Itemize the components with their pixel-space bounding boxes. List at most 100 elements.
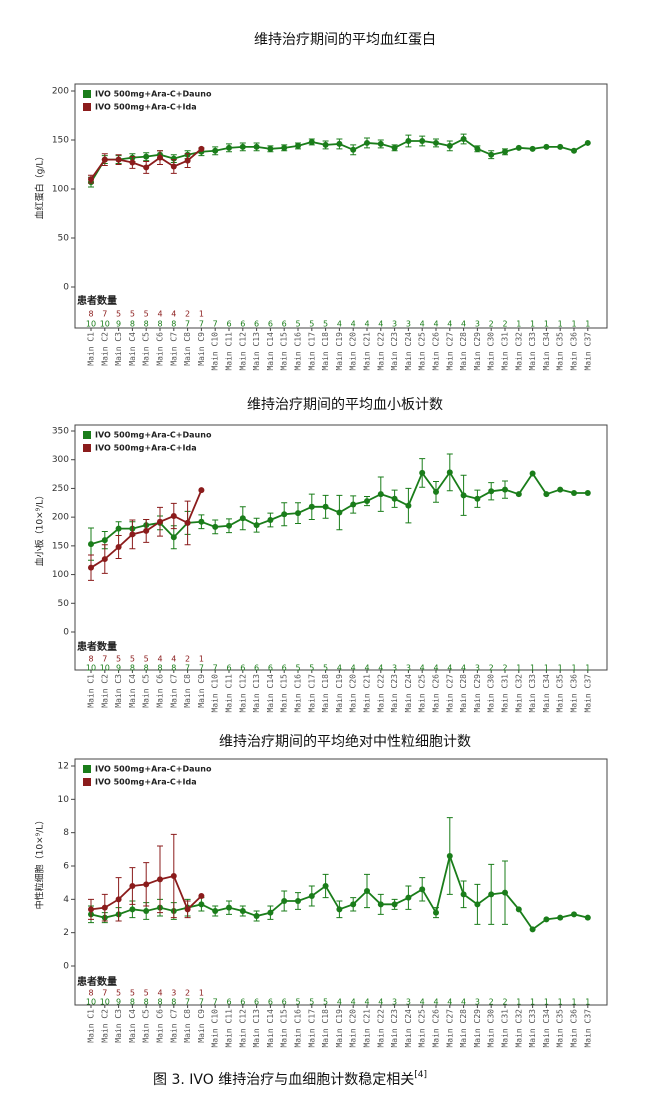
y-tick-label: 50 [58,599,70,609]
x-tick-label: Main C19 [335,332,344,371]
data-point [184,157,191,164]
patient-count: 1 [558,320,563,329]
data-point [529,926,536,933]
x-tick-label: Main C5 [142,674,151,708]
data-point [350,146,357,153]
x-tick-label: Main C29 [473,674,482,713]
x-tick-label: Main C8 [183,674,192,708]
count-label: 患者数量 [77,640,117,653]
patient-count: 6 [240,664,245,673]
data-point [433,488,439,495]
x-tick-label: Main C19 [335,1009,344,1048]
x-tick-label: Main C26 [432,674,441,713]
x-tick-label: Main C20 [349,1009,358,1048]
x-tick-label: Main C11 [225,1009,234,1048]
patient-count: 8 [144,998,149,1007]
patient-count: 2 [502,998,507,1007]
y-tick-label: 0 [63,283,69,293]
patient-count: 6 [226,998,231,1007]
data-point [239,515,246,522]
patient-count: 7 [102,655,107,664]
data-point [364,498,370,505]
x-tick-label: Main C15 [280,332,289,371]
patient-count: 7 [102,989,107,998]
plot-frame [74,424,608,671]
data-point [474,495,481,502]
y-axis-label: 血小板（10×⁹/L） [34,491,46,567]
patient-count: 4 [461,320,466,329]
patient-count: 4 [337,320,342,329]
patient-count: 4 [433,320,438,329]
x-tick-label: Main C11 [225,674,234,713]
patient-count: 3 [392,664,397,673]
x-tick-label: Main C6 [156,674,165,708]
data-point [515,144,522,151]
patient-count: 4 [364,320,369,329]
patient-count: 10 [86,664,96,673]
x-tick-label: Main C27 [445,1009,454,1048]
x-tick-label: Main C22 [376,674,385,713]
data-point [143,164,150,171]
patient-count: 2 [489,320,494,329]
legend-swatch [83,778,91,786]
patient-count: 4 [378,664,383,673]
patient-count: 7 [185,664,190,673]
x-tick-label: Main C2 [100,1009,109,1043]
data-point [529,470,536,477]
x-tick-label: Main C16 [294,332,303,371]
x-tick-label: Main C22 [376,332,385,371]
data-point [198,893,205,899]
patient-count: 7 [199,664,204,673]
patient-count: 4 [337,998,342,1007]
patient-count: 3 [392,998,397,1007]
y-tick-label: 200 [52,513,69,523]
x-tick-label: Main C32 [514,674,523,713]
y-tick-label: 300 [52,455,69,465]
y-axis-label: 血红蛋白（g/L） [34,152,46,220]
data-point [488,151,495,158]
x-tick-label: Main C3 [114,1009,123,1043]
x-tick-label: Main C24 [404,332,413,371]
patient-count: 7 [213,320,218,329]
x-tick-label: Main C17 [307,332,316,371]
x-tick-label: Main C24 [404,1009,413,1048]
legend-label: IVO 500mg+Ara-C+Dauno [95,90,212,99]
patient-count: 5 [309,664,314,673]
patient-count: 6 [226,320,231,329]
data-point [502,148,508,155]
x-tick-label: Main C9 [197,1009,206,1043]
patient-count: 1 [516,998,521,1007]
patient-count: 4 [351,998,356,1007]
patient-count: 2 [489,664,494,673]
x-tick-label: Main C28 [459,332,468,371]
x-tick-label: Main C34 [542,1009,551,1048]
count-label: 患者数量 [77,975,117,988]
patient-count: 3 [475,998,480,1007]
patient-count: 3 [475,320,480,329]
data-point [281,144,288,151]
x-tick-label: Main C14 [266,332,275,371]
data-point [281,511,288,518]
patient-count: 4 [447,320,452,329]
patient-count: 5 [323,664,328,673]
data-point [101,537,108,544]
data-point [253,913,260,919]
data-point [488,488,495,495]
data-point [115,544,122,551]
patient-count: 2 [185,310,190,319]
x-tick-label: Main C21 [363,1009,372,1048]
x-tick-label: Main C2 [100,332,109,366]
data-point [239,143,246,150]
data-point [460,492,467,499]
patient-count: 4 [461,998,466,1007]
data-point [322,883,329,889]
patient-count: 4 [157,310,162,319]
patient-count: 8 [171,664,176,673]
x-tick-label: Main C9 [197,674,206,708]
patient-count: 6 [268,320,273,329]
patient-count: 1 [571,320,576,329]
patient-count: 3 [406,320,411,329]
patient-count: 2 [502,320,507,329]
x-tick-label: Main C3 [114,674,123,708]
